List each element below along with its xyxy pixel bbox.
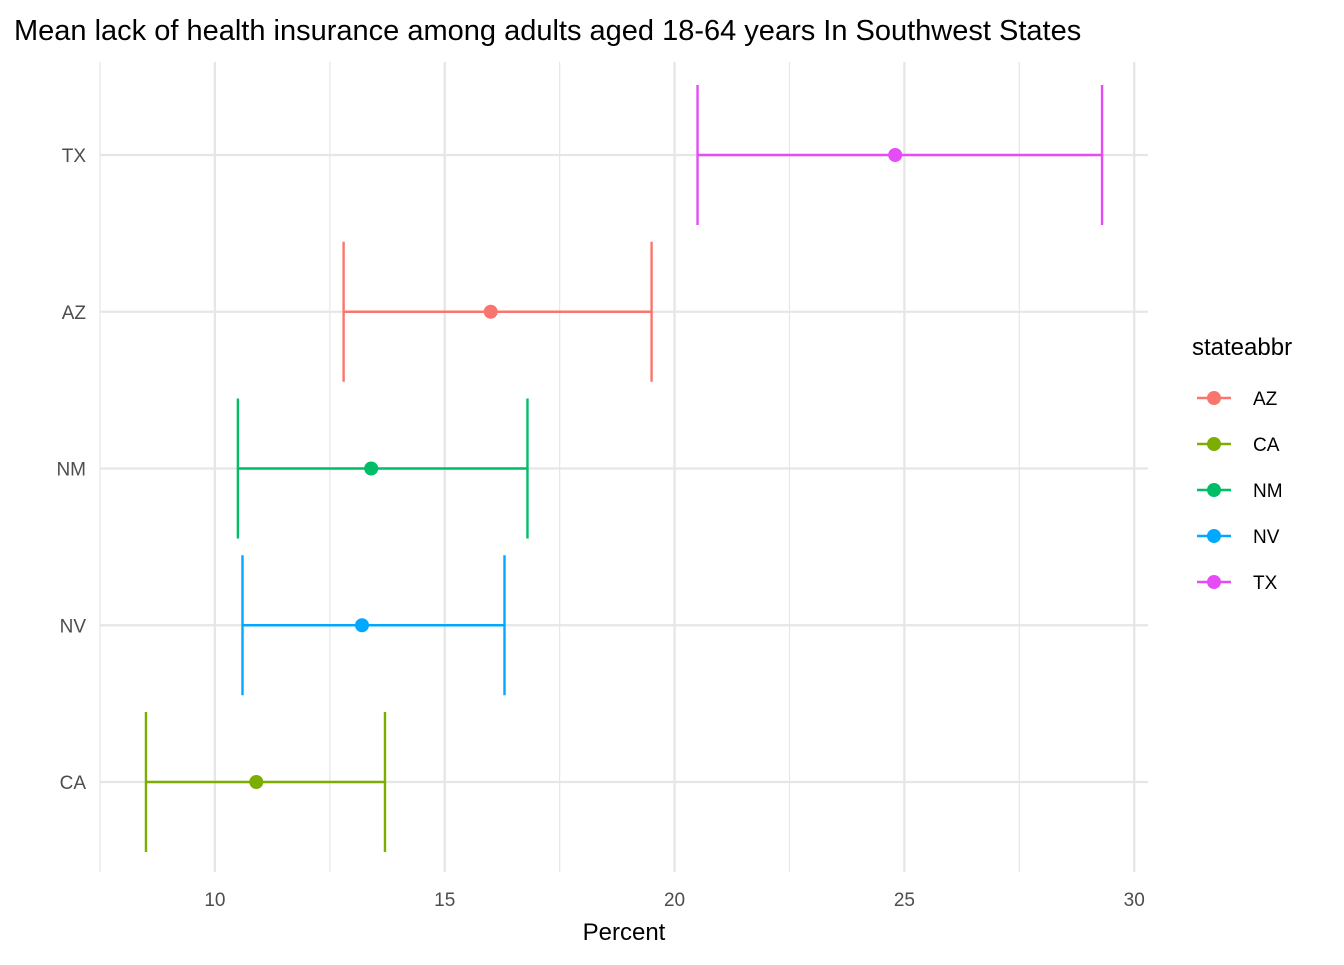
legend-entry-tx: TX (1197, 573, 1278, 594)
legend-key-point-nm (1207, 483, 1221, 497)
legend-title: stateabbr (1192, 334, 1292, 361)
marks-layer (144, 85, 1104, 852)
y-tick-label-ca: CA (60, 773, 87, 794)
x-tick-label-25: 25 (894, 890, 915, 911)
legend-key-point-tx (1207, 575, 1221, 589)
x-tick-label-20: 20 (664, 890, 685, 911)
legend-key-point-az (1207, 391, 1221, 405)
x-tick-label-15: 15 (434, 890, 455, 911)
mean-point-tx (888, 148, 903, 162)
y-tick-label-tx: TX (62, 146, 87, 167)
mean-point-nv (355, 618, 369, 633)
errorbar-group-nv (241, 555, 506, 696)
mean-point-nm (364, 461, 379, 476)
mean-point-ca (249, 775, 264, 789)
legend-label-nm: NM (1253, 481, 1283, 502)
x-tick-label-10: 10 (204, 890, 225, 911)
y-axis: CA NV NM AZ TX (56, 146, 86, 794)
legend-key-point-nv (1207, 529, 1221, 543)
legend-entry-ca: CA (1197, 435, 1280, 456)
grid-layer (99, 62, 1148, 872)
legend: stateabbr AZ CA NM NV TX (1192, 334, 1292, 594)
legend-entry-nm: NM (1197, 481, 1283, 502)
chart-title: Mean lack of health insurance among adul… (14, 15, 1081, 47)
legend-label-nv: NV (1253, 527, 1280, 548)
legend-key-point-ca (1207, 437, 1221, 451)
y-tick-label-nv: NV (60, 616, 87, 637)
y-tick-label-nm: NM (56, 460, 86, 481)
x-axis-title: Percent (583, 919, 666, 946)
legend-entry-az: AZ (1197, 389, 1278, 410)
legend-label-az: AZ (1253, 389, 1278, 410)
x-axis: 10 15 20 25 30 (204, 890, 1144, 911)
legend-entry-nv: NV (1197, 527, 1280, 548)
legend-label-ca: CA (1253, 435, 1280, 456)
errorbar-group-ca (144, 712, 387, 852)
x-tick-label-30: 30 (1124, 890, 1145, 911)
errorbar-group-nm (236, 398, 529, 539)
legend-label-tx: TX (1253, 573, 1278, 594)
y-tick-label-az: AZ (62, 303, 87, 324)
legend-entries: AZ CA NM NV TX (1197, 389, 1283, 594)
errorbar-group-az (342, 241, 653, 382)
mean-point-az (483, 304, 498, 319)
errorbar-group-tx (696, 85, 1104, 225)
